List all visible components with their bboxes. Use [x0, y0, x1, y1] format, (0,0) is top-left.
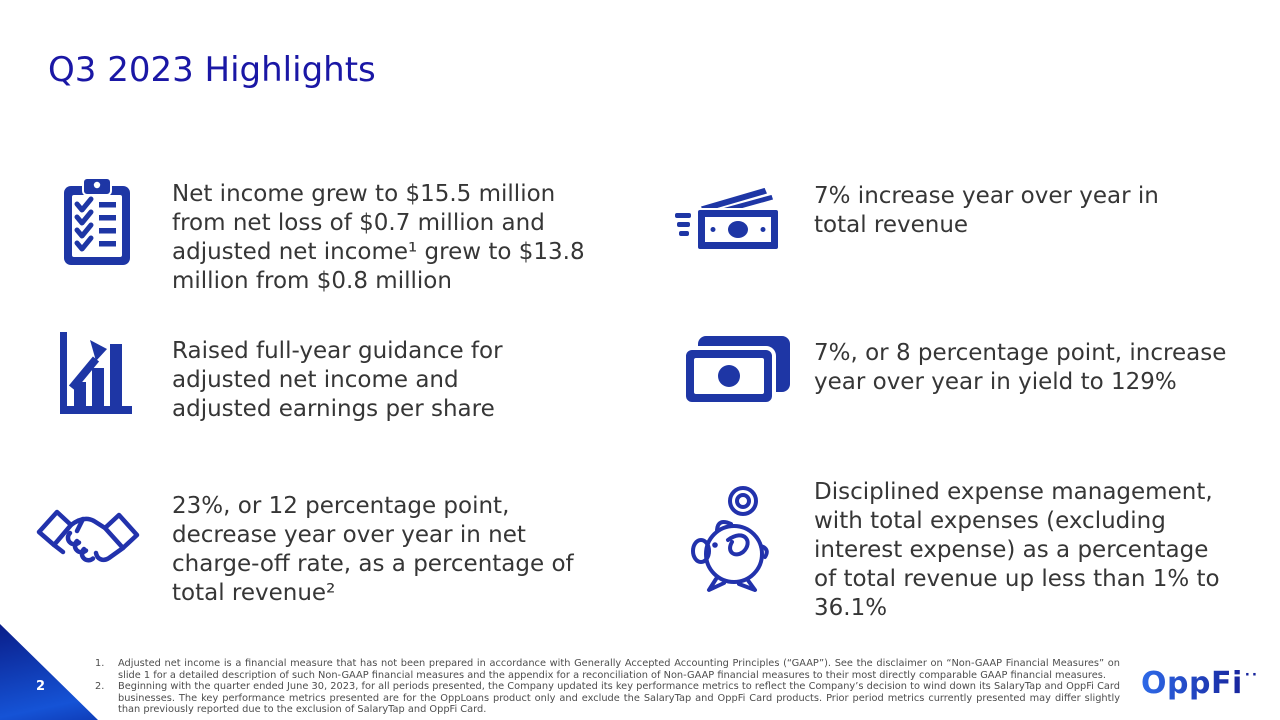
piggy-bank-icon [690, 484, 780, 598]
highlight-text-expenses: Disciplined expense management, with tot… [814, 479, 1220, 621]
handshake-icon [36, 502, 140, 582]
footnote-2-number: 2. [95, 681, 105, 693]
oppfi-logo: OppFi ·· [1141, 666, 1259, 701]
page-number: 2 [36, 679, 46, 694]
flying-money-icon [675, 184, 785, 256]
oppfi-logo-dots: ·· [1244, 666, 1259, 683]
footnote-1-number: 1. [95, 658, 105, 669]
highlight-text-net-income: Net income grew to $15.5 million from ne… [172, 181, 585, 294]
bar-chart-growth-icon [60, 332, 134, 418]
clipboard-checklist-icon [62, 177, 132, 271]
footnote-1: 1. Adjusted net income is a financial me… [95, 658, 1120, 681]
footnotes: 1. Adjusted net income is a financial me… [95, 658, 1120, 716]
stacked-money-icon [682, 336, 790, 410]
corner-accent-triangle [0, 624, 98, 720]
footnote-2: 2. Beginning with the quarter ended June… [95, 681, 1120, 716]
highlight-text-guidance: Raised full-year guidance for adjusted n… [172, 338, 503, 422]
oppfi-logo-text: OppFi [1141, 666, 1243, 701]
highlight-text-yield: 7%, or 8 percentage point, increase year… [814, 340, 1227, 395]
highlight-text-revenue: 7% increase year over year in total reve… [814, 183, 1159, 238]
page-title: Q3 2023 Highlights [48, 50, 376, 90]
footnote-2-text: Beginning with the quarter ended June 30… [118, 681, 1120, 716]
highlight-text-chargeoff: 23%, or 12 percentage point, decrease ye… [172, 493, 574, 606]
footnote-1-text: Adjusted net income is a financial measu… [118, 658, 1120, 681]
